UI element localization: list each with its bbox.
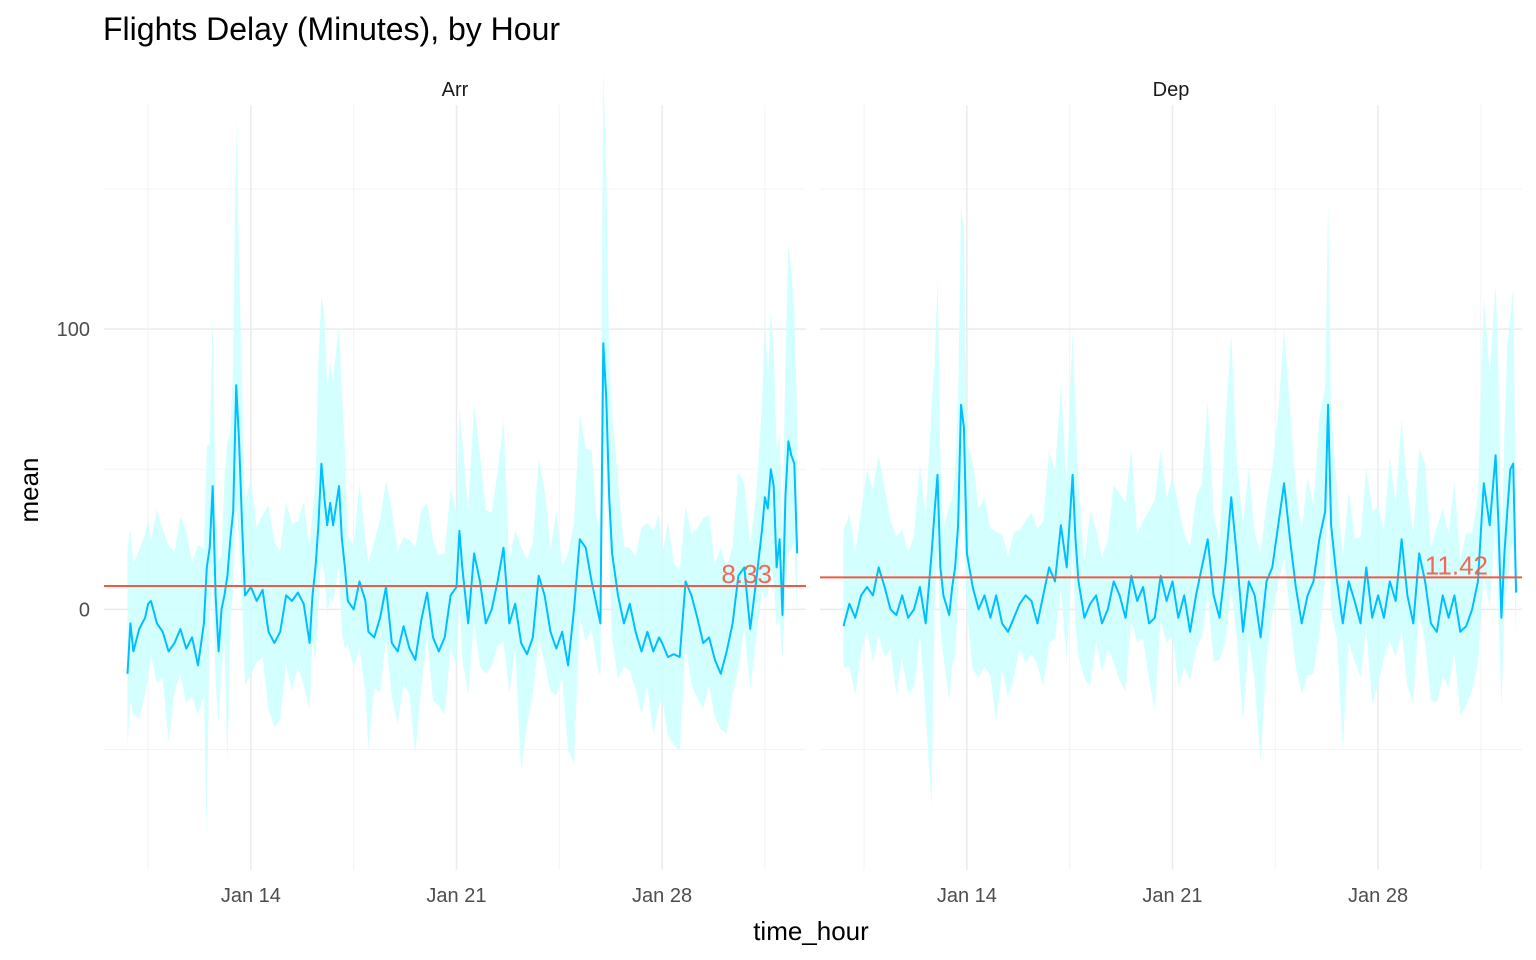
mean-series-line — [842, 403, 1518, 639]
y-axis-title: mean — [14, 457, 44, 522]
mean-series-line — [126, 342, 799, 675]
x-tick-label: Jan 28 — [1348, 885, 1408, 907]
facet-strip-label: Dep — [1153, 79, 1190, 101]
y-tick-label: 100 — [57, 319, 90, 341]
x-tick-label: Jan 14 — [937, 885, 997, 907]
panel-dep: Dep 11.42 Jan 14 Jan 21 Jan 28 — [820, 79, 1522, 907]
y-tick-label: 0 — [79, 599, 90, 621]
x-axis-title: time_hour — [753, 916, 869, 946]
confidence-ribbon — [127, 70, 798, 834]
reference-label: 8.33 — [721, 559, 772, 589]
x-tick-label: Jan 14 — [221, 885, 281, 907]
x-tick-label: Jan 21 — [426, 885, 486, 907]
confidence-ribbon — [843, 202, 1517, 806]
y-axis: 0 100 — [57, 319, 90, 621]
x-tick-label: Jan 21 — [1142, 885, 1202, 907]
x-tick-label: Jan 28 — [632, 885, 692, 907]
reference-label: 11.42 — [1425, 550, 1488, 580]
facet-strip-label: Arr — [442, 79, 469, 101]
chart-title: Flights Delay (Minutes), by Hour — [103, 11, 560, 47]
panel-arr: Arr 8.33 Jan 14 Jan 21 Jan 28 — [104, 70, 806, 907]
